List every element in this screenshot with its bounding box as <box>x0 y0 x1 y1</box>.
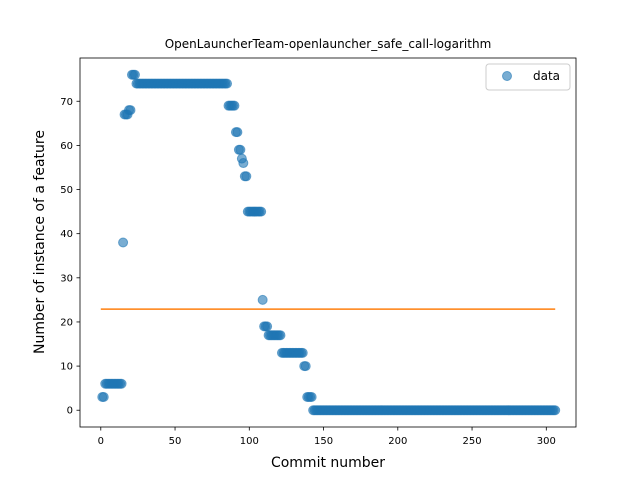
data-point <box>98 391 109 402</box>
data-point <box>300 361 311 372</box>
chart-title: OpenLauncherTeam-openlauncher_safe_call-… <box>165 37 492 51</box>
x-tick-label: 200 <box>388 436 407 447</box>
x-axis-label: Commit number <box>271 455 385 471</box>
plot-area: 0 50 100 150 200 250 300 0 10 20 30 40 50 60 70 <box>60 57 577 447</box>
data-point <box>118 237 129 248</box>
y-tick-label: 50 <box>60 185 73 196</box>
x-tick-label: 50 <box>169 436 182 447</box>
y-tick-label: 30 <box>60 273 73 284</box>
data-point <box>256 206 267 217</box>
legend-marker <box>502 71 512 81</box>
data-point <box>275 330 286 341</box>
x-tick-label: 100 <box>240 436 259 447</box>
x-tick-label: 0 <box>98 436 104 447</box>
axes-frame <box>79 57 577 428</box>
legend-box <box>485 63 571 91</box>
series-data <box>97 69 561 416</box>
x-tick-label: 300 <box>537 436 556 447</box>
y-tick-label: 60 <box>60 141 73 152</box>
x-tick-label: 150 <box>314 436 333 447</box>
x-tick-label: 250 <box>463 436 482 447</box>
legend-label: data <box>533 69 560 83</box>
y-axis-label: Number of instance of a feature <box>32 130 48 354</box>
y-tick-label: 40 <box>60 229 73 240</box>
y-tick-label: 70 <box>60 97 73 108</box>
y-tick-label: 20 <box>60 317 73 328</box>
data-point <box>257 294 268 305</box>
data-point <box>262 321 273 332</box>
data-point <box>229 100 240 111</box>
y-tick-label: 0 <box>67 406 73 417</box>
data-point <box>297 347 308 358</box>
y-tick-label: 10 <box>60 362 73 373</box>
data-point <box>550 405 561 416</box>
legend: data <box>485 63 571 91</box>
data-point <box>222 78 233 89</box>
data-point <box>129 69 140 80</box>
data-point <box>306 391 317 402</box>
data-point <box>232 127 243 138</box>
data-point <box>125 105 136 116</box>
data-point <box>116 378 127 389</box>
data-point <box>241 171 252 182</box>
data-point <box>238 158 249 169</box>
data-point <box>235 144 246 155</box>
